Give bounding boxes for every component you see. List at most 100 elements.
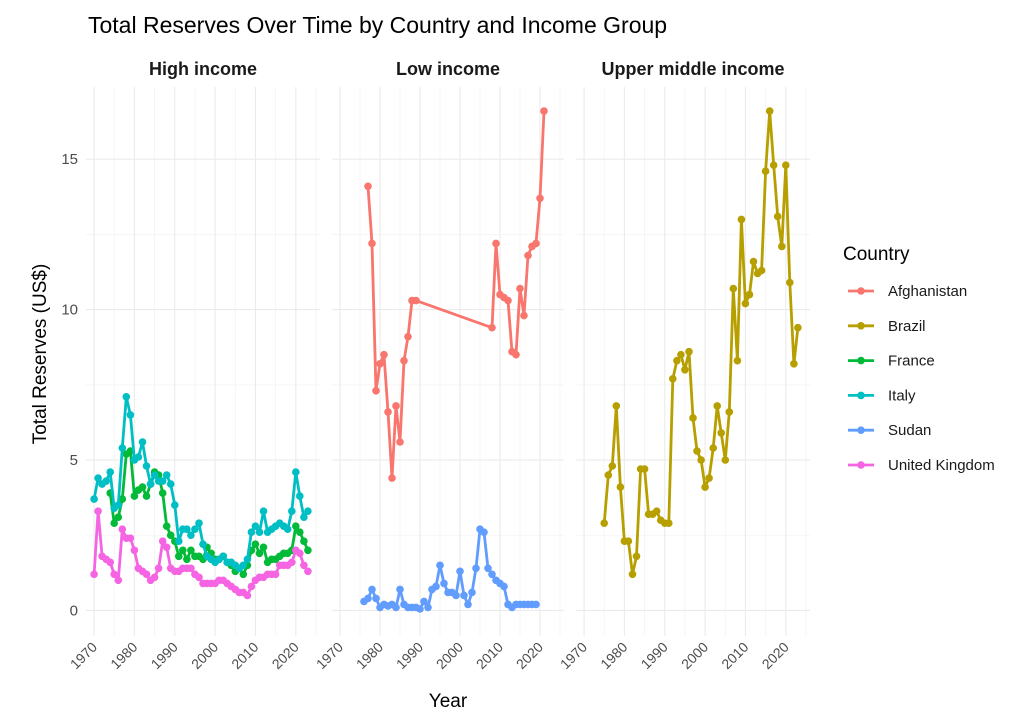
data-point [251, 540, 260, 548]
data-point [364, 182, 372, 191]
data-point [384, 408, 392, 416]
data-point [259, 543, 268, 552]
data-point [794, 323, 802, 332]
legend-key-point [857, 322, 865, 330]
data-point [300, 561, 308, 570]
x-tick-label: 1990 [148, 639, 181, 672]
data-point [162, 543, 171, 552]
data-point [773, 212, 782, 221]
data-point [134, 453, 143, 461]
data-point [247, 582, 256, 591]
data-point [114, 501, 123, 509]
data-point [239, 570, 248, 579]
data-point [790, 360, 798, 368]
data-point [138, 483, 147, 491]
legend-label: United Kingdom [888, 457, 995, 474]
data-point [432, 582, 440, 591]
data-point [484, 564, 492, 573]
data-point [492, 239, 500, 248]
x-tick-label: 2020 [513, 639, 546, 672]
data-point [372, 387, 380, 395]
data-point [701, 483, 709, 491]
data-point [600, 519, 608, 527]
data-point [652, 507, 661, 515]
data-point [480, 528, 488, 536]
data-point [106, 558, 114, 567]
legend-items: Afghanistan Brazil France Italy Sudan United … [848, 283, 995, 474]
x-tick-label: 1990 [393, 639, 426, 672]
data-point [500, 582, 508, 591]
series-line [602, 109, 800, 576]
chart-title: Total Reserves Over Time by Country and … [88, 12, 667, 38]
data-point [271, 570, 280, 579]
data-point [162, 471, 171, 479]
data-point [713, 402, 721, 410]
data-point [296, 528, 304, 536]
data-point [191, 525, 199, 533]
x-tick-label: 1970 [313, 639, 346, 672]
legend-key-point [857, 287, 865, 295]
data-point [118, 525, 127, 533]
data-point [179, 546, 187, 555]
x-tick-label: 2020 [759, 639, 792, 672]
y-axis: 0 5 10 15 [61, 151, 78, 619]
data-point [488, 323, 496, 332]
data-point [255, 528, 264, 536]
data-point [640, 465, 649, 473]
y-tick-label: 5 [70, 452, 78, 469]
data-point [721, 456, 730, 464]
data-point [709, 444, 717, 452]
data-point [304, 567, 312, 576]
data-point [468, 588, 476, 597]
legend: Country Afghanistan Brazil France Italy Suda… [843, 244, 995, 474]
panel-low-income: Low income 1970 1980 1990 2000 2010 2020 [313, 59, 564, 672]
y-tick-label: 15 [61, 151, 78, 168]
data-point [158, 489, 167, 497]
data-point [612, 402, 621, 410]
data-point [681, 366, 689, 374]
data-point [420, 597, 428, 606]
data-point [122, 393, 131, 401]
data-point [368, 585, 376, 594]
data-point [175, 537, 183, 545]
data-point [114, 576, 123, 585]
panel-grid [332, 87, 564, 636]
data-point [388, 474, 396, 482]
data-point [729, 284, 738, 293]
data-point [532, 600, 540, 609]
data-point [504, 296, 512, 305]
x-tick-label: 2010 [718, 639, 751, 672]
series-brazil [600, 107, 802, 579]
data-point [171, 501, 179, 509]
facet-strip-label: Low income [396, 59, 500, 79]
data-point [300, 513, 308, 521]
data-point [118, 495, 127, 503]
data-point [102, 477, 110, 485]
legend-item-brazil: Brazil [848, 318, 926, 335]
x-tick-label: 2020 [269, 639, 302, 672]
series-afghanistan [364, 107, 548, 482]
data-point [412, 296, 420, 305]
y-tick-label: 0 [70, 602, 78, 619]
data-point [259, 507, 268, 515]
data-point [632, 552, 641, 561]
x-axis-title: Year [429, 691, 468, 709]
data-point [150, 573, 159, 582]
data-point [138, 438, 147, 446]
data-point [300, 537, 308, 545]
data-point [689, 414, 697, 422]
data-point [761, 167, 770, 175]
data-point [400, 356, 408, 365]
data-point [255, 549, 264, 558]
data-point [94, 474, 102, 482]
data-point [304, 546, 312, 555]
data-point [142, 570, 151, 579]
data-point [628, 570, 637, 579]
data-point [288, 507, 296, 515]
x-tick-label: 2010 [473, 639, 506, 672]
legend-item-afghanistan: Afghanistan [848, 283, 967, 300]
y-tick-label: 10 [61, 302, 78, 319]
data-point [460, 591, 468, 600]
series-line [362, 527, 538, 611]
data-point [693, 447, 701, 455]
